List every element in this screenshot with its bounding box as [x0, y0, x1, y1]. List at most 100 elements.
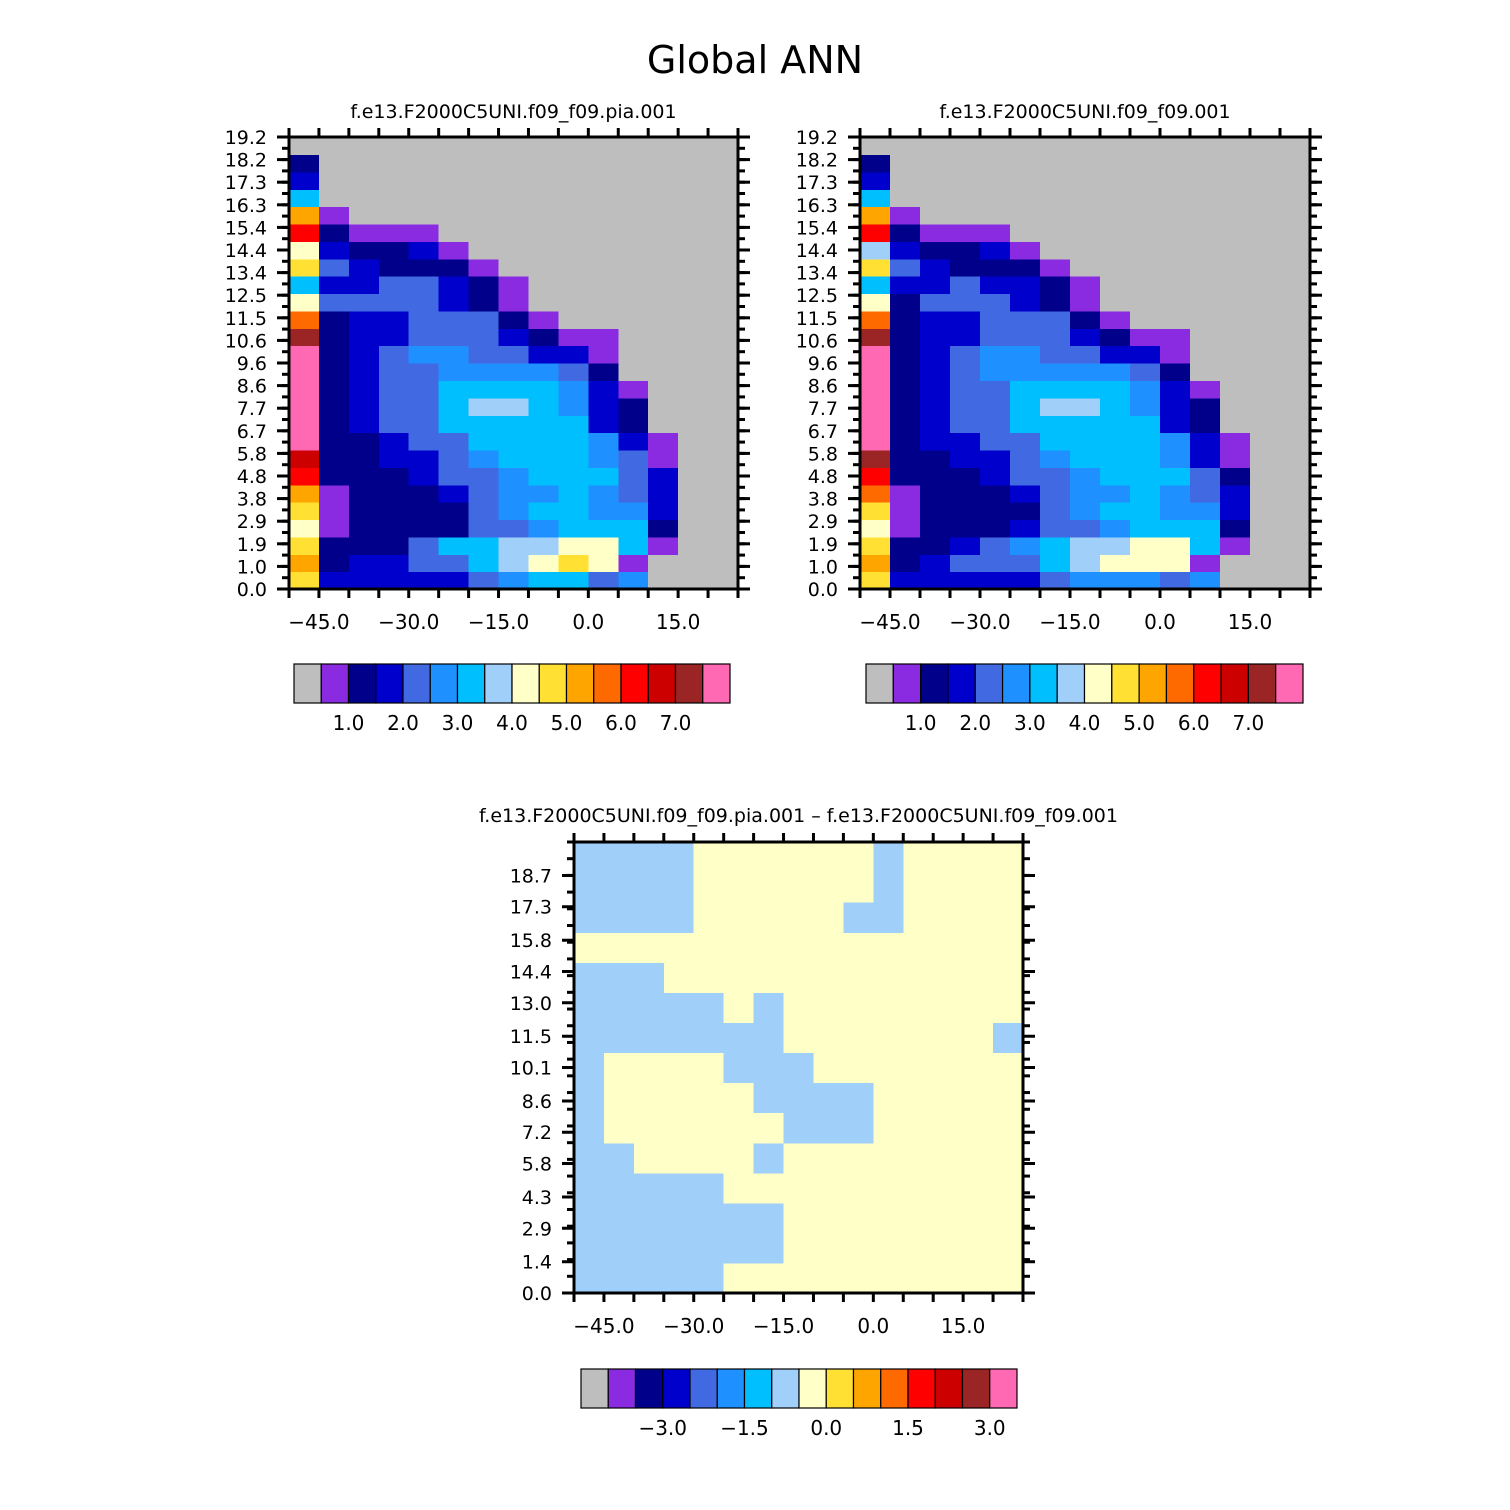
heatmap-cell	[980, 467, 1011, 486]
heatmap-cell	[950, 258, 981, 277]
heatmap-cell	[1250, 484, 1281, 503]
heatmap-cell	[1130, 467, 1161, 486]
heatmap-cell	[708, 258, 739, 277]
heatmap-cell	[289, 345, 320, 364]
heatmap-cell	[1130, 137, 1161, 155]
difference-y-tick-label: 18.7	[510, 865, 552, 887]
colorbar-box	[716, 1368, 746, 1409]
heatmap-cell	[528, 363, 559, 381]
heatmap-cell	[318, 467, 350, 486]
difference-heatmap-cells	[574, 842, 1024, 1294]
heatmap-cell	[783, 1052, 815, 1084]
heatmap-cell	[920, 223, 951, 242]
difference-colorbar-label: 0.0	[810, 1416, 842, 1440]
heatmap-cell	[933, 1082, 964, 1114]
heatmap-cell	[438, 223, 470, 242]
heatmap-cell	[1130, 345, 1161, 364]
colorbar-box	[511, 663, 540, 704]
heatmap-cell	[618, 241, 649, 260]
heatmap-cell	[528, 345, 559, 364]
heatmap-cell	[1070, 536, 1101, 555]
control-y-tick-label: 5.8	[237, 443, 267, 465]
heatmap-cell	[498, 310, 530, 329]
heatmap-cell	[890, 397, 921, 416]
heatmap-cell	[950, 223, 981, 242]
heatmap-cell	[860, 171, 891, 190]
heatmap-cell	[348, 310, 380, 329]
heatmap-cell	[1190, 345, 1221, 364]
heatmap-cell	[648, 241, 679, 260]
heatmap-cell	[498, 137, 530, 155]
heatmap-cell	[1130, 258, 1161, 277]
heatmap-cell	[1010, 363, 1041, 381]
heatmap-cell	[1040, 554, 1071, 573]
heatmap-cell	[1250, 432, 1281, 451]
heatmap-cell	[1130, 519, 1161, 538]
heatmap-cell	[1250, 258, 1281, 277]
heatmap-cell	[1100, 293, 1131, 312]
heatmap-cell	[348, 380, 380, 399]
heatmap-cell	[558, 432, 589, 451]
heatmap-cell	[708, 137, 739, 155]
heatmap-cell	[318, 554, 350, 573]
control-y-tick-label: 13.4	[225, 263, 267, 285]
colorbar-box	[634, 1368, 664, 1409]
heatmap-cell	[933, 962, 964, 993]
reference-x-tick-label: −15.0	[1039, 610, 1100, 634]
heatmap-cell	[468, 536, 500, 555]
heatmap-cell	[860, 328, 891, 347]
heatmap-cell	[289, 571, 320, 590]
heatmap-cell	[588, 328, 619, 347]
reference-y-tick-label: 17.3	[796, 172, 838, 194]
heatmap-cell	[378, 467, 410, 486]
heatmap-cell	[873, 1172, 904, 1204]
heatmap-cell	[963, 1052, 994, 1084]
heatmap-cell	[980, 293, 1011, 312]
heatmap-cell	[633, 962, 665, 993]
heatmap-cell	[468, 380, 500, 399]
heatmap-cell	[1100, 554, 1131, 573]
heatmap-cell	[873, 992, 904, 1023]
heatmap-cell	[1160, 137, 1191, 155]
heatmap-cell	[903, 1172, 934, 1204]
heatmap-cell	[993, 1262, 1024, 1294]
heatmap-cell	[1040, 137, 1071, 155]
heatmap-cell	[723, 992, 755, 1023]
heatmap-cell	[318, 310, 350, 329]
heatmap-cell	[920, 276, 951, 295]
heatmap-cell	[950, 363, 981, 381]
heatmap-cell	[1220, 536, 1251, 555]
heatmap-cell	[408, 571, 440, 590]
heatmap-cell	[1220, 432, 1251, 451]
heatmap-cell	[378, 276, 410, 295]
control-colorbar-label: 6.0	[605, 711, 637, 735]
heatmap-cell	[663, 962, 695, 993]
heatmap-cell	[468, 154, 500, 173]
heatmap-cell	[528, 397, 559, 416]
reference-y-tick-label: 12.5	[796, 285, 838, 307]
heatmap-cell	[873, 872, 904, 903]
heatmap-cell	[1130, 571, 1161, 590]
heatmap-cell	[860, 449, 891, 468]
difference-colorbar-label: −1.5	[720, 1416, 769, 1440]
heatmap-cell	[980, 258, 1011, 277]
heatmap-cell	[1040, 380, 1071, 399]
control-chart-title: f.e13.F2000C5UNI.f09_f09.pia.001	[350, 101, 676, 123]
heatmap-cell	[438, 380, 470, 399]
heatmap-cell	[438, 432, 470, 451]
heatmap-cell	[813, 872, 844, 903]
heatmap-cell	[920, 258, 951, 277]
heatmap-cell	[1040, 502, 1071, 521]
heatmap-cell	[920, 397, 951, 416]
heatmap-cell	[468, 171, 500, 190]
heatmap-cell	[920, 467, 951, 486]
heatmap-cell	[1250, 467, 1281, 486]
heatmap-cell	[933, 1232, 964, 1264]
control-y-tick-label: 19.2	[225, 127, 267, 149]
control-y-tick-label: 11.5	[225, 308, 267, 330]
heatmap-cell	[348, 154, 380, 173]
heatmap-cell	[438, 415, 470, 434]
heatmap-cell	[933, 842, 964, 873]
heatmap-cell	[1190, 536, 1221, 555]
heatmap-cell	[920, 449, 951, 468]
